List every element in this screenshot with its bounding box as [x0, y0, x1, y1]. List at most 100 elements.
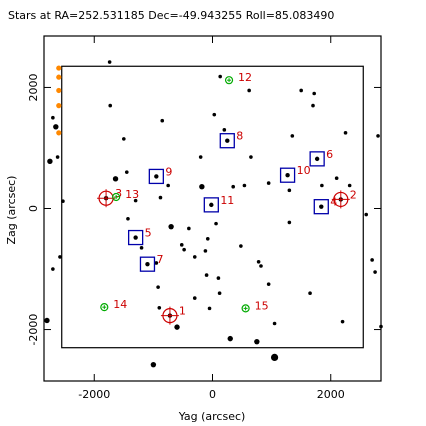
star-point	[47, 158, 53, 164]
bad-star-point	[56, 130, 62, 136]
star-point	[347, 183, 352, 188]
acq-star-label: 7	[156, 253, 163, 266]
star-point	[133, 198, 138, 203]
fid-light-label: 13	[125, 188, 139, 201]
acq-star-label: 10	[297, 164, 311, 177]
x-axis-label: Yag (arcsec)	[178, 410, 246, 423]
y-tick-label: 0	[27, 205, 40, 212]
star-point	[205, 236, 210, 241]
fid-light-label: 12	[238, 71, 252, 84]
star-point	[259, 264, 263, 268]
acq-star-label: 8	[236, 130, 243, 143]
star-point	[126, 216, 130, 221]
acq-star-point	[145, 261, 150, 267]
star-point	[272, 321, 277, 326]
star-point	[379, 324, 383, 329]
x-tick-label: 2000	[317, 388, 345, 401]
bad-star-point	[56, 74, 62, 80]
star-point	[370, 258, 374, 262]
guide-star-label: 1	[179, 305, 186, 318]
star-point	[312, 91, 316, 96]
acq-star-point	[225, 138, 230, 143]
star-point	[270, 353, 279, 361]
y-tick-label: -2000	[27, 314, 40, 346]
acq-star-box	[148, 168, 164, 185]
acq-star-box	[279, 167, 296, 183]
fid-light-label: 15	[255, 299, 269, 312]
star-point	[203, 249, 208, 253]
acq-star-point	[285, 173, 290, 178]
star-point	[340, 319, 345, 324]
star-point	[343, 131, 348, 135]
star-point	[192, 255, 197, 259]
fid-light-label: 14	[113, 298, 127, 311]
star-point	[44, 317, 50, 324]
star-point	[112, 176, 119, 182]
star-point	[216, 276, 221, 280]
y-axis-label: Zag (arcsec)	[5, 176, 18, 245]
acq-star-point	[319, 204, 324, 209]
acq-star-point	[314, 156, 320, 162]
acq-star-label: 5	[145, 227, 152, 240]
star-point	[166, 183, 170, 188]
acq-star-label: 11	[220, 194, 234, 207]
chart-title: Stars at RA=252.531185 Dec=-49.943255 Ro…	[8, 9, 334, 22]
star-point	[217, 291, 222, 296]
star-point	[51, 115, 55, 120]
guide-star-label: 2	[350, 188, 357, 201]
star-point	[150, 361, 157, 368]
star-point	[287, 220, 292, 225]
star-point	[108, 103, 113, 108]
star-point	[58, 255, 62, 259]
star-point	[168, 223, 174, 230]
star-point	[287, 188, 292, 193]
star-point	[212, 112, 217, 117]
star-point	[107, 60, 112, 64]
star-point	[299, 88, 303, 93]
bad-star-point	[56, 87, 62, 94]
star-point	[156, 285, 160, 289]
star-point	[53, 124, 59, 130]
acq-star-box	[127, 229, 144, 246]
star-point	[242, 183, 247, 188]
fid-light-circle	[100, 303, 109, 312]
star-point	[122, 137, 126, 141]
star-point	[320, 183, 324, 188]
star-point	[376, 134, 380, 138]
star-point	[61, 199, 65, 204]
star-point	[192, 296, 197, 300]
star-point	[199, 184, 205, 190]
star-point	[187, 226, 191, 231]
star-point	[158, 195, 163, 200]
acq-star-box	[313, 199, 329, 215]
star-point	[364, 212, 369, 217]
star-point	[308, 291, 312, 296]
star-point	[160, 118, 165, 123]
star-point	[182, 247, 186, 252]
star-point	[55, 155, 60, 159]
star-point	[290, 134, 295, 138]
star-point	[227, 335, 233, 342]
x-tick-label: 0	[209, 388, 216, 401]
x-tick-label: -2000	[78, 388, 110, 401]
star-point	[266, 181, 271, 185]
acq-star-box	[203, 197, 219, 213]
star-point	[373, 270, 377, 274]
bad-star-point	[56, 103, 62, 109]
star-point	[207, 306, 212, 311]
star-point	[139, 246, 144, 250]
acq-star-box	[139, 256, 156, 272]
acq-star-point	[133, 235, 138, 240]
acq-star-box	[219, 133, 235, 149]
y-tick-label: 2000	[27, 73, 40, 101]
star-point	[231, 184, 235, 189]
guide-star-label: 3	[115, 187, 122, 200]
star-point	[174, 324, 180, 330]
star-point	[179, 243, 184, 247]
fid-light-circle	[241, 304, 250, 313]
bad-star-point	[56, 65, 62, 71]
acq-star-point	[209, 202, 214, 208]
acq-star-label: 9	[165, 165, 172, 178]
acq-star-label: 6	[326, 148, 333, 161]
